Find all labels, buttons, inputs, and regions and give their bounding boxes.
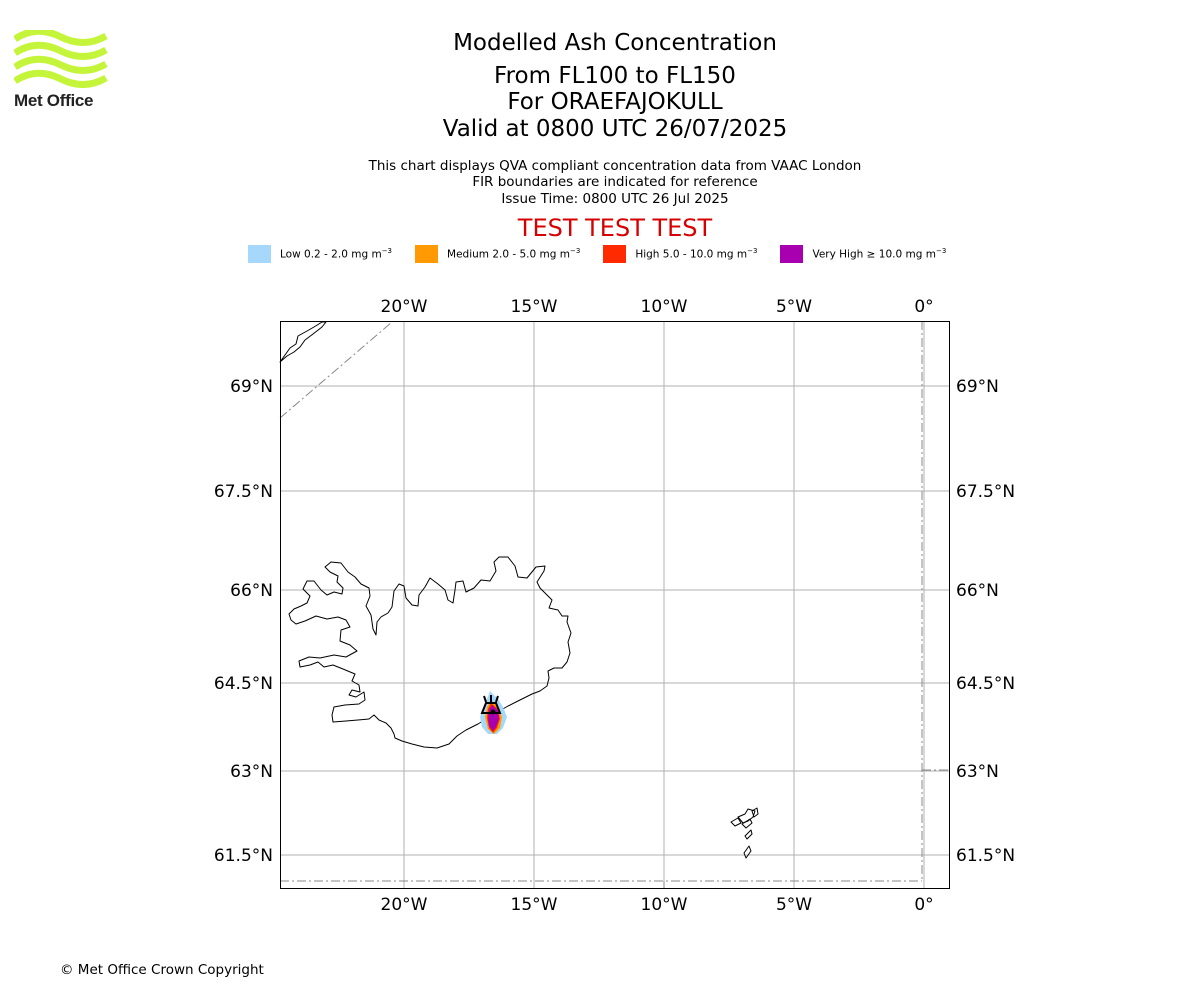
axis-labels: 20°W 15°W 10°W 5°W 0° 20°W 15°W 10°W 5°W…	[214, 297, 1015, 915]
faroe-island-6	[743, 845, 752, 859]
map-frame	[280, 321, 950, 889]
valid-time: Valid at 0800 UTC 26/07/2025	[442, 116, 788, 142]
lon-label-bottom-15w: 15°W	[511, 895, 558, 915]
legend-swatch-medium	[415, 245, 439, 263]
legend-swatch-high	[603, 245, 627, 263]
legend-swatch-low	[248, 245, 271, 263]
lon-label-top-20w: 20°W	[381, 297, 428, 317]
lat-label-left-64-5n: 64.5°N	[214, 674, 273, 694]
legend-label-very-high: Very High ≥ 10.0 mg m−3	[812, 247, 947, 261]
lon-label-bottom-0: 0°	[914, 895, 933, 915]
lat-label-left-61-5n: 61.5°N	[214, 846, 273, 866]
faroe-island-5	[744, 829, 753, 840]
legend-item-high: High 5.0 - 10.0 mg m−3	[603, 245, 757, 263]
lat-label-right-61-5n: 61.5°N	[956, 846, 1015, 866]
lon-label-top-0: 0°	[914, 297, 933, 317]
legend-item-very-high: Very High ≥ 10.0 mg m−3	[780, 245, 946, 263]
lat-label-right-64-5n: 64.5°N	[956, 674, 1015, 694]
lat-label-right-69n: 69°N	[956, 377, 999, 397]
copyright-notice: © Met Office Crown Copyright	[60, 962, 264, 978]
met-office-logo: Met Office	[14, 30, 108, 112]
flight-levels: From FL100 to FL150	[494, 63, 736, 89]
fir-note: FIR boundaries are indicated for referen…	[472, 174, 758, 190]
legend-item-low: Low 0.2 - 2.0 mg m−3	[248, 245, 392, 263]
met-office-wave-icon	[14, 30, 108, 88]
lat-label-left-69n: 69°N	[230, 377, 273, 397]
lat-label-right-63n: 63°N	[956, 762, 999, 782]
qva-note: This chart displays QVA compliant concen…	[368, 158, 862, 174]
legend-item-medium: Medium 2.0 - 5.0 mg m−3	[415, 245, 580, 263]
lon-label-bottom-5w: 5°W	[776, 895, 812, 915]
volcano-marker-icon	[480, 695, 502, 715]
legend-label-high: High 5.0 - 10.0 mg m−3	[635, 247, 758, 261]
chart-title: Modelled Ash Concentration	[453, 30, 777, 56]
logo-text: Met Office	[14, 91, 94, 110]
lat-label-left-63n: 63°N	[230, 762, 273, 782]
graticule	[280, 321, 950, 889]
lon-label-top-10w: 10°W	[641, 297, 688, 317]
test-banner: TEST TEST TEST	[517, 214, 713, 242]
fir-boundary-nw	[279, 321, 393, 419]
issue-time: Issue Time: 0800 UTC 26 Jul 2025	[501, 191, 729, 207]
volcano-name: For ORAEFAJOKULL	[507, 89, 723, 115]
lat-label-right-67-5n: 67.5°N	[956, 482, 1015, 502]
concentration-legend: Low 0.2 - 2.0 mg m−3 Medium 2.0 - 5.0 mg…	[248, 243, 969, 265]
lon-label-top-5w: 5°W	[776, 297, 812, 317]
lat-label-left-67-5n: 67.5°N	[214, 482, 273, 502]
lat-label-left-66n: 66°N	[230, 581, 273, 601]
faroe-island-3	[730, 817, 742, 827]
lat-label-right-66n: 66°N	[956, 581, 999, 601]
greenland-coast	[279, 321, 327, 363]
legend-label-low: Low 0.2 - 2.0 mg m−3	[280, 247, 393, 261]
faroe-island-4	[741, 818, 753, 829]
fir-boundaries	[279, 321, 950, 889]
lon-label-bottom-10w: 10°W	[641, 895, 688, 915]
faroe-island-2	[751, 807, 759, 818]
lon-label-top-15w: 15°W	[511, 297, 558, 317]
legend-swatch-very-high	[780, 245, 804, 263]
legend-label-medium: Medium 2.0 - 5.0 mg m−3	[447, 247, 581, 261]
lon-label-bottom-20w: 20°W	[381, 895, 428, 915]
iceland-coast	[288, 556, 572, 749]
